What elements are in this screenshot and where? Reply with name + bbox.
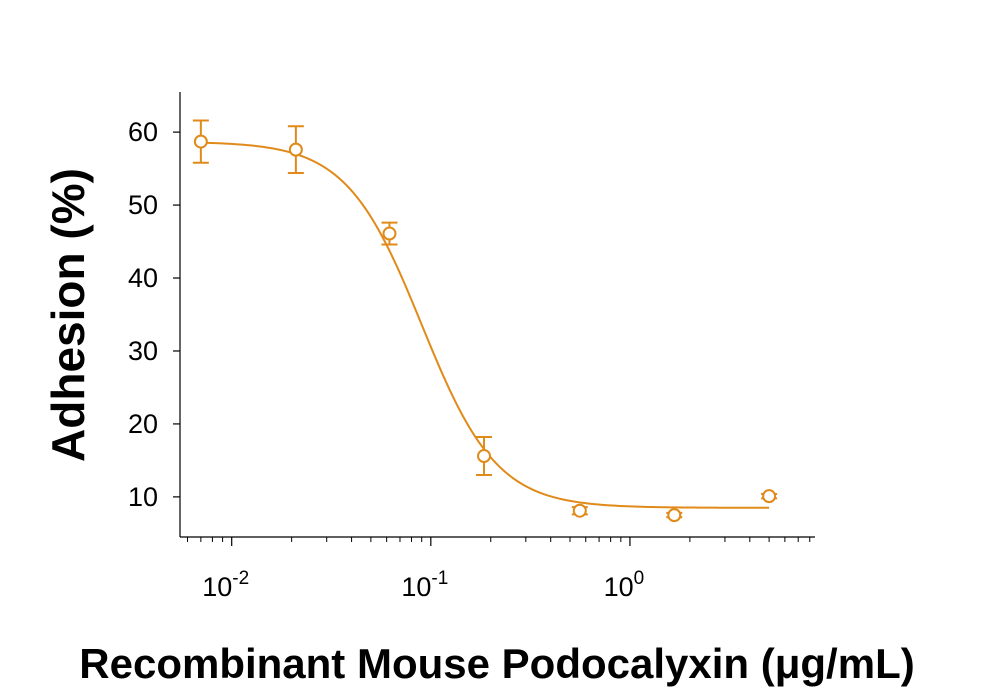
x-tick-label: 100 (604, 568, 645, 602)
data-point-group (476, 436, 493, 476)
y-tick-label: 40 (128, 263, 158, 293)
x-axis-title: Recombinant Mouse Podocalyxin (μg/mL) (79, 640, 914, 687)
x-tick-label: 10-2 (202, 568, 249, 602)
data-point-group (192, 119, 209, 164)
data-point (382, 226, 397, 241)
data-points (192, 119, 778, 523)
y-axis-title: Adhesion (%) (42, 168, 94, 462)
y-tick-label: 60 (128, 117, 158, 147)
data-point (572, 503, 587, 518)
data-point-group (381, 221, 398, 246)
data-point-group (666, 508, 683, 523)
ticks: 10 20 30 40 50 60 10-2 10-1 100 (128, 117, 811, 602)
data-point (762, 489, 777, 504)
data-point (667, 508, 682, 523)
axes (179, 92, 815, 538)
data-point (288, 142, 303, 157)
y-tick-label: 50 (128, 190, 158, 220)
data-point (477, 449, 492, 464)
y-tick-label: 20 (128, 409, 158, 439)
y-tick-label: 10 (128, 482, 158, 512)
x-tick-label: 10-1 (401, 568, 448, 602)
data-point-group (287, 125, 304, 174)
data-point (193, 134, 208, 149)
data-point-group (761, 489, 778, 504)
data-point-group (571, 503, 588, 518)
y-tick-label: 30 (128, 336, 158, 366)
